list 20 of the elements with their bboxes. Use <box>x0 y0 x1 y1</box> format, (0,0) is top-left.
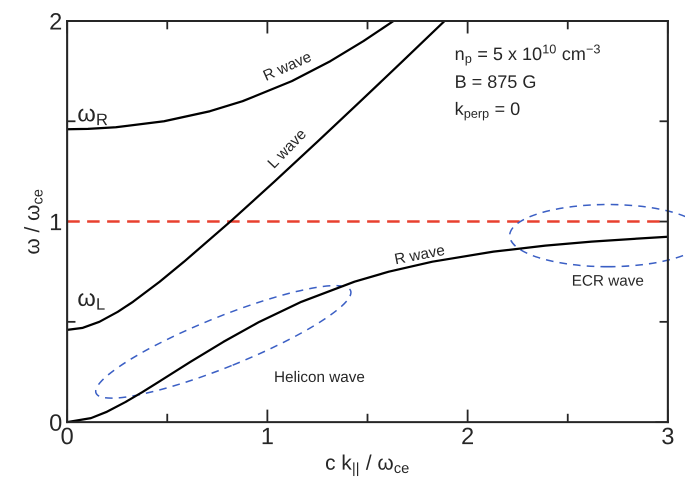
annotation: ECR wave <box>572 275 644 286</box>
line-series <box>67 20 446 331</box>
x-tick-label: 2 <box>462 428 474 444</box>
x-tick-label: 1 <box>262 428 273 444</box>
annotation: R wave <box>262 51 312 81</box>
line-series <box>67 20 395 130</box>
annotation: n$_{p}$ = 5 x 10$^{10}$ cm$^{−3}$ <box>456 44 600 66</box>
x-tick-label: 3 <box>662 428 674 444</box>
y-tick-label: 0 <box>50 414 62 431</box>
annotation: k$_{perp}$ = 0 <box>456 102 520 120</box>
y-tick-label: 1 <box>50 214 62 230</box>
annotation: ω$_{L}$ <box>78 293 105 310</box>
annotation: Helicon wave <box>275 370 364 382</box>
x-tick-label: 0 <box>61 428 73 444</box>
y-tick-label: 2 <box>50 13 62 30</box>
annotation: B = 875 G <box>456 75 536 88</box>
y-axis-title: ω / ω$_{ce}$ <box>24 190 43 254</box>
annotation: R wave <box>394 244 445 264</box>
annotation: ω$_{R}$ <box>78 108 108 126</box>
x-axis-title: c k$_{||}$ / ω$_{ce}$ <box>326 454 409 476</box>
